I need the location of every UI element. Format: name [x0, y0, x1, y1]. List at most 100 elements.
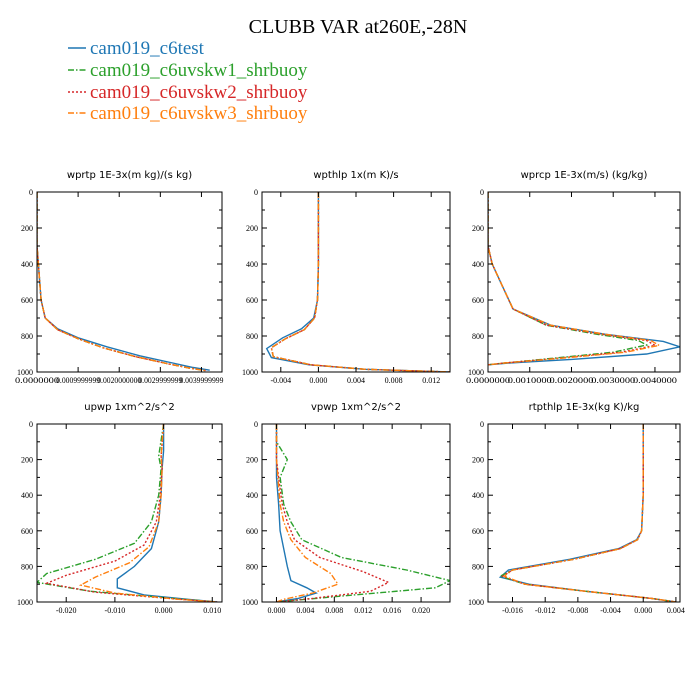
y-tick-label: 800: [246, 332, 258, 341]
y-tick-label: 1000: [468, 598, 484, 607]
series-group: [488, 192, 680, 366]
y-tick-label: 0: [29, 188, 33, 197]
plot-frame: [261, 191, 451, 373]
y-tick-label: 400: [472, 491, 484, 500]
x-tick-label: -0.010: [105, 606, 126, 615]
y-tick-label: 800: [21, 332, 33, 341]
series-line-0: [37, 192, 210, 371]
x-tick-label: 0.010: [203, 606, 221, 615]
y-tick-label: 600: [246, 527, 258, 536]
series-line-0: [116, 424, 218, 602]
x-tick-label: -0.008: [568, 606, 589, 615]
y-tick-label: 0: [29, 420, 33, 429]
panel-1: wpthlp 1x(m K)/s 0 200 400 600 800 1000 -0.004 0…: [242, 170, 451, 385]
y-tick-label: 200: [472, 456, 484, 465]
y-tick-label: 400: [246, 491, 258, 500]
x-tick-label: 0.004: [296, 606, 314, 615]
panel-5: rtpthlp 1E-3x(kg K)/kg 0 200 400 600 800 1000 -…: [468, 402, 685, 615]
series-line-3: [270, 192, 450, 372]
series-line-2: [37, 192, 206, 372]
legend-label-1: cam019_c6uvskw1_shrbuoy: [90, 60, 308, 81]
panel-0: wprtp 1E-3x(m kg)/(s kg) 0 200 400 600 800 100…: [15, 170, 223, 385]
series-line-1: [275, 424, 450, 602]
panel-3: upwp 1xm^2/s^2 0 200 400 600 800 1000 -0.020 -0.…: [17, 402, 223, 615]
x-tick-label: 0.0000000: [466, 376, 510, 385]
series-group: [498, 424, 677, 602]
y-tick-label: 400: [21, 260, 33, 269]
y-tick-label: 800: [21, 562, 33, 571]
y-tick-label: 200: [21, 456, 33, 465]
figure-title: CLUBB VAR at260E,-28N: [249, 16, 468, 38]
series-line-0: [275, 424, 318, 602]
series-line-3: [502, 424, 677, 602]
series-line-1: [37, 192, 206, 372]
y-tick-label: 1000: [242, 368, 258, 377]
x-tick-label: 0.0009999999: [56, 376, 100, 385]
y-tick-label: 1000: [17, 368, 33, 377]
x-tick-label: 0.0010000: [508, 376, 552, 385]
x-tick-label: 0.000: [634, 606, 652, 615]
y-tick-label: 600: [21, 527, 33, 536]
plot-frame: [487, 423, 681, 603]
y-tick-label: 1000: [242, 598, 258, 607]
x-tick-label: 0.0039999999: [179, 376, 223, 385]
series-group: [275, 424, 450, 602]
x-tick-label: 0.000: [309, 376, 327, 385]
x-tick-label: 0.016: [383, 606, 401, 615]
panel-title: rtpthlp 1E-3x(kg K)/kg: [529, 402, 640, 413]
x-tick-label: 0.0020000: [549, 376, 593, 385]
legend-entry: cam019_c6uvskw1_shrbuoy: [68, 60, 308, 81]
x-tick-label: -0.004: [270, 376, 291, 385]
series-line-3: [275, 424, 339, 602]
y-tick-label: 200: [472, 224, 484, 233]
series-line-3: [488, 192, 662, 366]
series-line-2: [270, 192, 450, 372]
x-tick-label: 0.004: [347, 376, 365, 385]
series-line-0: [498, 424, 677, 602]
panels: wprtp 1E-3x(m kg)/(s kg) 0 200 400 600 800 100…: [15, 170, 685, 615]
x-tick-label: 0.0000000: [15, 376, 59, 385]
series-line-2: [275, 424, 391, 602]
x-tick-label: 0.000: [155, 606, 173, 615]
series-group: [265, 192, 450, 372]
legend-label-3: cam019_c6uvskw3_shrbuoy: [90, 103, 308, 124]
x-tick-label: 0.0040000: [633, 376, 677, 385]
panel-title: wpthlp 1x(m K)/s: [313, 170, 398, 181]
legend-entry: cam019_c6test: [68, 38, 205, 59]
series-line-1: [498, 424, 677, 602]
legend: cam019_c6test cam019_c6uvskw1_shrbuoy ca…: [68, 38, 308, 124]
series-line-2: [501, 424, 677, 602]
x-tick-label: 0.008: [325, 606, 343, 615]
panel-title: vpwp 1xm^2/s^2: [311, 402, 401, 413]
series-group: [37, 424, 218, 602]
y-tick-label: 1000: [468, 368, 484, 377]
legend-label-0: cam019_c6test: [90, 38, 205, 59]
x-tick-label: -0.016: [502, 606, 523, 615]
x-tick-label: 0.012: [422, 376, 440, 385]
y-tick-label: 1000: [17, 598, 33, 607]
series-line-3: [37, 192, 206, 372]
panel-title: wprtp 1E-3x(m kg)/(s kg): [67, 170, 192, 181]
panel-title: wprcp 1E-3x(m/s) (kg/kg): [521, 170, 648, 181]
panel-title: upwp 1xm^2/s^2: [84, 402, 174, 413]
legend-entry: cam019_c6uvskw3_shrbuoy: [68, 103, 308, 124]
x-tick-label: 0.004: [667, 606, 685, 615]
x-tick-label: -0.020: [56, 606, 77, 615]
y-tick-label: 200: [246, 224, 258, 233]
plot-frame: [487, 191, 681, 373]
y-tick-label: 0: [480, 188, 484, 197]
x-tick-label: 0.000: [267, 606, 285, 615]
y-tick-label: 800: [246, 562, 258, 571]
y-tick-label: 400: [21, 491, 33, 500]
x-tick-label: 0.0030000: [591, 376, 635, 385]
x-tick-label: -0.012: [535, 606, 556, 615]
y-tick-label: 800: [472, 332, 484, 341]
y-tick-label: 200: [21, 224, 33, 233]
y-tick-label: 0: [480, 420, 484, 429]
y-tick-label: 0: [254, 188, 258, 197]
legend-label-2: cam019_c6uvskw2_shrbuoy: [90, 82, 308, 103]
y-tick-label: 800: [472, 562, 484, 571]
y-tick-label: 0: [254, 420, 258, 429]
series-line-1: [270, 192, 450, 372]
x-tick-label: -0.004: [600, 606, 621, 615]
